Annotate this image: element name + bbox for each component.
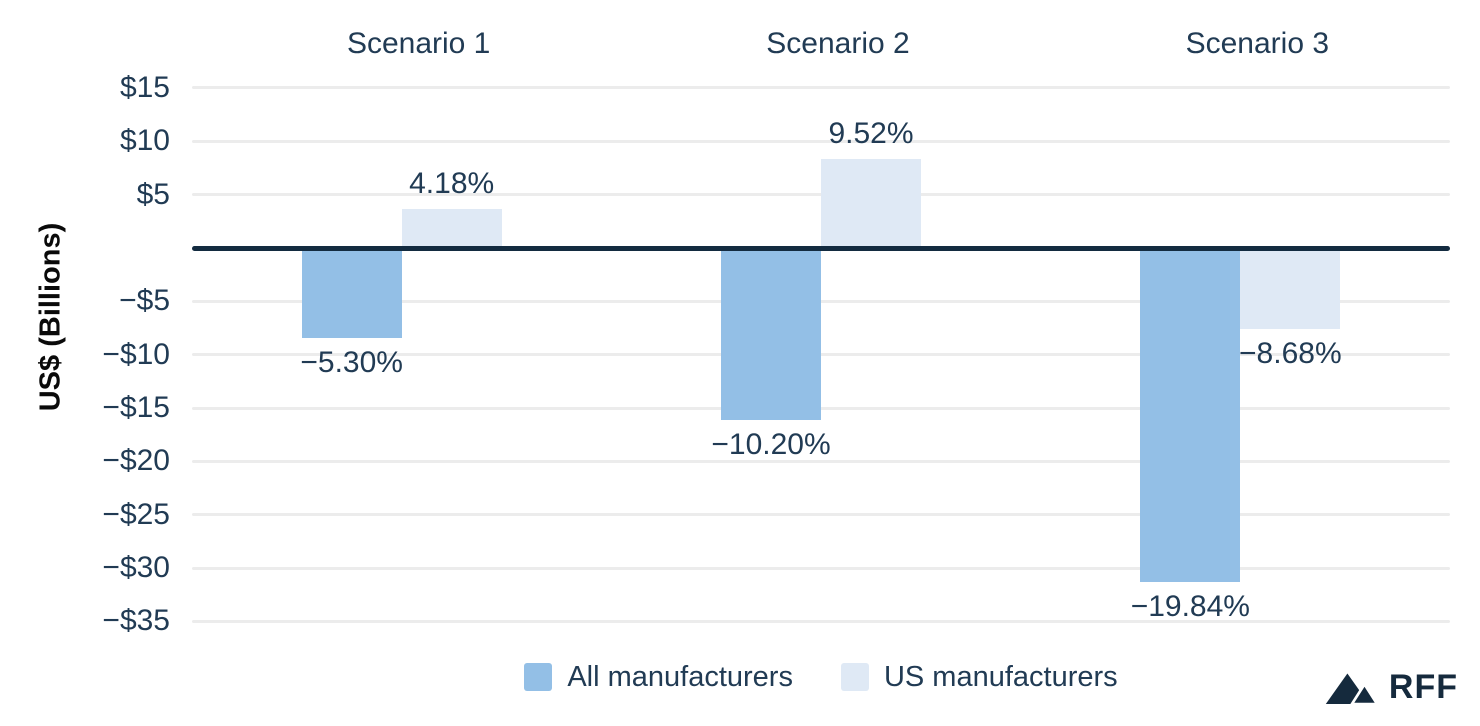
- mountains-icon: [1325, 673, 1378, 705]
- bar-data-label: 9.52%: [828, 117, 914, 151]
- legend-swatch: [524, 663, 553, 691]
- y-tick-label: $5: [136, 177, 170, 211]
- gridline: [192, 139, 1450, 143]
- y-tick-label: −$20: [102, 444, 170, 478]
- legend-item: US manufacturers: [840, 660, 1118, 694]
- zero-axis-line: [192, 245, 1450, 251]
- scenario-title: Scenario 3: [1185, 27, 1330, 60]
- gridline: [192, 86, 1450, 90]
- bar-data-label: 4.18%: [409, 166, 495, 200]
- bar-all-manufacturers-scenario-3: [1140, 248, 1241, 582]
- bar-all-manufacturers-scenario-2: [721, 248, 821, 420]
- bar-data-label: −19.84%: [1130, 589, 1250, 623]
- y-tick-label: −$30: [102, 551, 170, 585]
- gridline: [192, 459, 1450, 463]
- gridline: [192, 299, 1450, 303]
- y-tick-label: $10: [119, 124, 170, 158]
- scenario-title: Scenario 1: [346, 27, 491, 60]
- gridline: [192, 513, 1450, 517]
- bar-us-manufacturers-scenario-2: [821, 159, 921, 248]
- y-tick-label: −$25: [102, 497, 170, 531]
- gridline: [192, 619, 1450, 623]
- bar-data-label: −5.30%: [300, 345, 403, 379]
- y-tick-label: −$35: [102, 604, 170, 638]
- legend-label: US manufacturers: [883, 660, 1118, 693]
- bar-data-label: −10.20%: [711, 427, 831, 461]
- legend-swatch: [840, 663, 869, 691]
- bar-us-manufacturers-scenario-3: [1240, 248, 1341, 330]
- legend: All manufacturers US manufacturers: [192, 660, 1450, 694]
- bar-data-label: −8.68%: [1239, 337, 1342, 371]
- y-tick-label: −$10: [102, 337, 170, 371]
- bar-all-manufacturers-scenario-1: [301, 248, 402, 338]
- gridline: [192, 406, 1450, 410]
- logo-text: RFF: [1388, 668, 1458, 706]
- legend-label: All manufacturers: [567, 660, 793, 693]
- legend-item: All manufacturers: [524, 661, 793, 694]
- y-tick-label: $15: [119, 70, 170, 104]
- y-tick-label: −$15: [102, 391, 170, 425]
- y-tick-label: −$5: [119, 284, 170, 318]
- rff-logo: RFF: [1324, 668, 1458, 705]
- bar-us-manufacturers-scenario-1: [401, 208, 502, 248]
- gridline: [192, 353, 1450, 357]
- scenario-title: Scenario 2: [766, 27, 910, 60]
- gridline: [192, 566, 1450, 570]
